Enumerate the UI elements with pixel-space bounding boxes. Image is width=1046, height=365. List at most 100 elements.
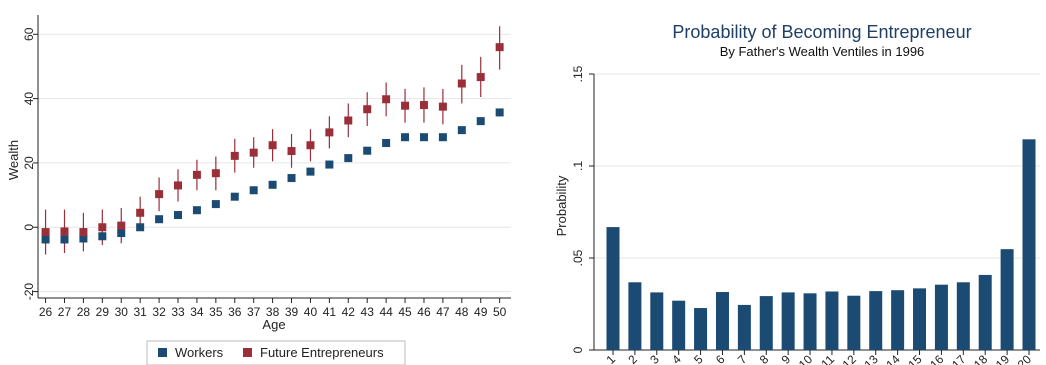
left-x-tick-label: 34 — [190, 305, 204, 319]
left-x-axis-label: Age — [262, 317, 285, 332]
workers-point — [174, 211, 183, 220]
left-x-tick-label: 28 — [77, 305, 91, 319]
entrepreneur-point — [401, 101, 410, 110]
left-x-tick-label: 47 — [436, 305, 450, 319]
workers-point — [117, 229, 126, 238]
left-x-tick-label: 38 — [266, 305, 280, 319]
legend-entrepreneurs-marker — [243, 348, 252, 357]
probability-bar — [956, 282, 970, 350]
right-y-tick-label: .1 — [571, 161, 585, 171]
left-x-tick-label: 32 — [152, 305, 166, 319]
entrepreneur-point — [419, 101, 428, 110]
legend-workers-label: Workers — [175, 345, 224, 360]
probability-bar — [715, 292, 729, 350]
left-x-tick-label: 41 — [323, 305, 337, 319]
workers-point — [79, 234, 88, 243]
probability-bar — [628, 282, 642, 350]
probability-bar — [737, 304, 751, 350]
legend-workers-marker — [158, 348, 167, 357]
entrepreneur-point — [438, 102, 447, 111]
probability-bar — [650, 292, 664, 350]
left-x-tick-label: 31 — [133, 305, 147, 319]
workers-point — [192, 206, 201, 215]
workers-point — [155, 215, 164, 224]
entrepreneur-point — [192, 170, 201, 179]
right-bars — [606, 139, 1036, 350]
workers-point — [419, 133, 428, 142]
left-y-tick-label: 0 — [22, 224, 36, 231]
right-y-axis-label: Probability — [554, 175, 569, 236]
entrepreneur-point — [155, 190, 164, 199]
workers-point — [98, 232, 107, 241]
probability-bar — [759, 296, 773, 350]
probability-bar — [694, 308, 708, 350]
entrepreneur-point — [457, 79, 466, 88]
left-x-tick-label: 40 — [304, 305, 318, 319]
entrepreneur-point — [60, 227, 69, 236]
left-y-ticks: -20 0 20 40 60 — [22, 27, 38, 300]
probability-bar — [847, 295, 861, 350]
left-x-tick-label: 50 — [493, 305, 507, 319]
left-gridlines — [38, 33, 511, 293]
workers-point — [495, 108, 504, 117]
right-y-tick-label: .05 — [571, 249, 585, 266]
right-y-tick-label: 0 — [571, 346, 585, 353]
workers-point — [438, 133, 447, 142]
workers-point — [476, 117, 485, 126]
entrepreneur-point — [344, 116, 353, 125]
left-y-tick-label: 40 — [22, 92, 36, 106]
left-x-tick-label: 36 — [228, 305, 242, 319]
right-chart-subtitle: By Father's Wealth Ventiles in 1996 — [720, 44, 925, 59]
entrepreneur-point — [117, 221, 126, 230]
right-chart-title: Probability of Becoming Entrepreneur — [672, 22, 971, 42]
probability-bar — [1000, 249, 1014, 350]
left-x-tick-label: 45 — [398, 305, 412, 319]
workers-point — [306, 167, 315, 176]
entrepreneur-point — [174, 181, 183, 190]
left-x-tick-label: 48 — [455, 305, 469, 319]
left-x-tick-label: 27 — [58, 305, 72, 319]
workers-point — [136, 223, 145, 232]
probability-bar — [1022, 139, 1036, 350]
probability-bar — [934, 284, 948, 350]
left-x-tick-label: 33 — [171, 305, 185, 319]
probability-bar — [913, 288, 927, 350]
left-y-axis-label: Wealth — [6, 140, 21, 180]
workers-point — [382, 138, 391, 147]
probability-by-ventile-chart: Probability of Becoming Entrepreneur By … — [554, 22, 1040, 365]
probability-bar — [606, 227, 620, 350]
entrepreneur-point — [249, 148, 258, 157]
entrepreneur-point — [79, 228, 88, 237]
entrepreneur-point — [382, 95, 391, 104]
left-x-tick-label: 42 — [342, 305, 356, 319]
workers-point — [401, 133, 410, 142]
workers-point — [325, 160, 334, 169]
legend: Workers Future Entrepreneurs — [146, 340, 406, 365]
left-x-tick-label: 29 — [96, 305, 110, 319]
right-y-tick-label: .15 — [571, 65, 585, 82]
workers-point — [363, 146, 372, 155]
workers-point — [211, 200, 220, 209]
entrepreneur-point — [495, 43, 504, 52]
probability-bar — [781, 292, 795, 350]
entrepreneur-point — [230, 151, 239, 160]
entrepreneur-point — [211, 169, 220, 178]
left-x-tick-label: 43 — [361, 305, 375, 319]
workers-point — [268, 180, 277, 189]
left-x-ticks: 26 27 28 29 30 31 32 33 34 35 36 37 38 39 40 41 42 43 44 45… — [39, 298, 507, 319]
entrepreneur-point — [476, 73, 485, 82]
entrepreneur-point — [325, 128, 334, 137]
left-x-tick-label: 49 — [474, 305, 488, 319]
left-y-tick-label: 60 — [22, 27, 36, 41]
left-x-tick-label: 35 — [209, 305, 223, 319]
entrepreneur-point — [41, 228, 50, 237]
left-y-tick-label: 20 — [22, 156, 36, 170]
left-x-tick-label: 46 — [417, 305, 431, 319]
probability-bar — [672, 300, 686, 350]
probability-bar — [825, 291, 839, 350]
right-y-ticks: 0 .05 .1 .15 — [571, 65, 594, 353]
workers-point — [249, 186, 258, 195]
workers-point — [41, 235, 50, 244]
legend-entrepreneurs-label: Future Entrepreneurs — [260, 345, 384, 360]
entrepreneur-point — [98, 223, 107, 232]
